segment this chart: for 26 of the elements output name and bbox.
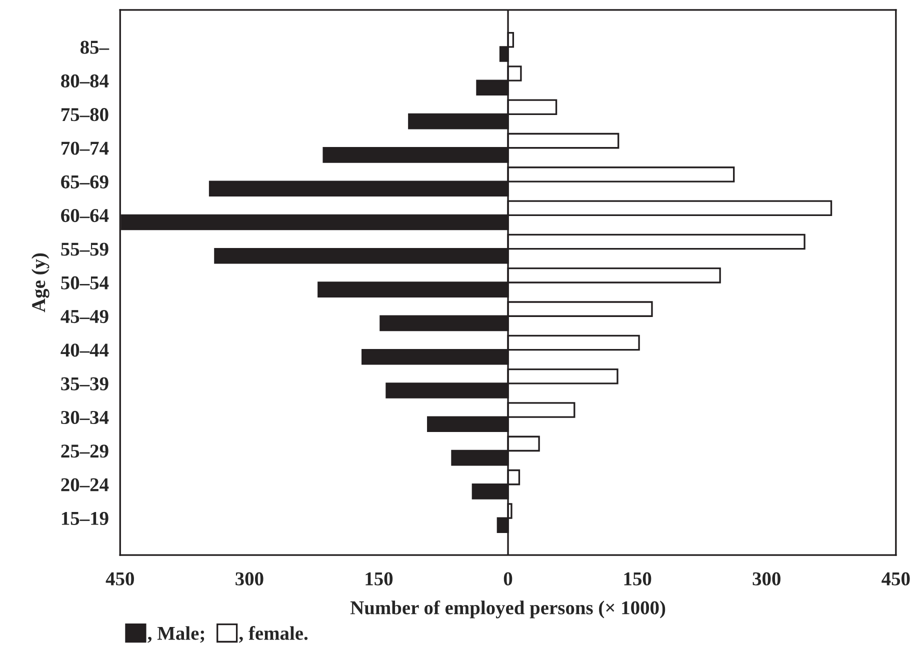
y-tick-label: 80–84 — [61, 74, 109, 88]
x-axis-title: Number of employed persons (× 1000) — [350, 600, 666, 618]
y-tick-label: 60–64 — [61, 208, 109, 222]
y-tick-label: 65–69 — [61, 175, 108, 188]
y-tick-label: 70–74 — [62, 142, 109, 155]
y-tick-label: 45–49 — [60, 310, 108, 324]
x-tick-label: 300 — [752, 572, 780, 586]
x-tick-label: 150 — [624, 572, 652, 586]
x-tick-label: 150 — [366, 572, 393, 586]
y-tick-label: 40–44 — [60, 344, 109, 357]
x-tick-label: 450 — [882, 572, 910, 586]
y-tick-label: 35–39 — [61, 377, 108, 390]
x-tick-label: 450 — [106, 572, 134, 586]
y-tick-label: 20–24 — [61, 478, 109, 492]
y-tick-label: 50–54 — [61, 276, 109, 290]
y-tick-label: 30–34 — [61, 410, 109, 424]
legend-label: , Male; — [148, 626, 204, 643]
y-tick-label: 75–80 — [62, 108, 108, 122]
x-tick-label: 300 — [236, 572, 264, 586]
legend-label: , female. — [238, 626, 308, 643]
y-tick-label: 15–19 — [62, 512, 108, 525]
x-tick-label: 0 — [504, 572, 512, 586]
y-axis-title: Age (y) — [32, 253, 50, 312]
y-tick-label: 25–29 — [61, 444, 108, 458]
y-tick-label: 55–59 — [61, 242, 108, 256]
y-tick-label: 85– — [80, 40, 110, 54]
